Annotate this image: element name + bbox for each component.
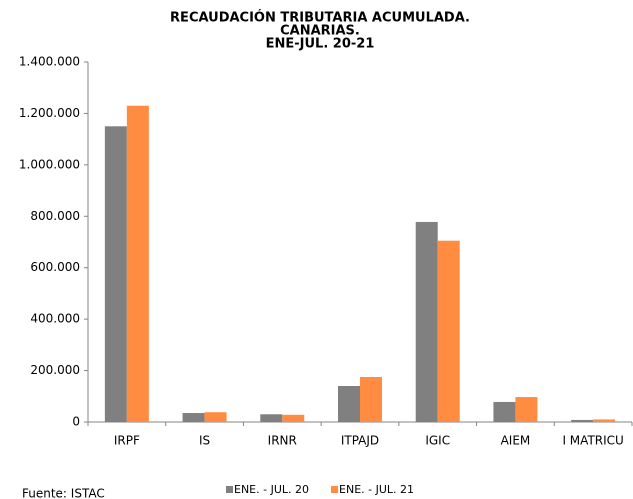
source: Fuente: ISTAC — [22, 487, 105, 499]
y-tick-label: 0 — [72, 415, 80, 429]
chart-title: CANARIAS. — [280, 24, 360, 39]
legend-label: ENE. - JUL. 20 — [234, 483, 309, 496]
y-tick-label: 800.000 — [30, 209, 80, 223]
y-tick-label: 400.000 — [30, 312, 80, 326]
y-tick-label: 1.400.000 — [19, 55, 80, 69]
bar — [338, 386, 360, 422]
y-tick-label: 600.000 — [30, 260, 80, 274]
bar — [182, 413, 205, 422]
legend-swatch — [226, 486, 233, 493]
bar — [360, 377, 382, 422]
bar — [415, 221, 438, 422]
bar — [204, 412, 227, 422]
x-tick-label: IGIC — [425, 434, 450, 448]
x-tick-label: I MATRICU — [562, 434, 623, 448]
x-tick-label: AIEM — [501, 434, 531, 448]
legend-label: ENE. - JUL. 21 — [339, 483, 414, 496]
y-tick-label: 1.000.000 — [19, 157, 80, 171]
legend-swatch — [331, 486, 339, 493]
bar — [260, 414, 283, 422]
chart-title: RECAUDACIÓN TRIBUTARIA ACUMULADA. — [170, 10, 470, 26]
bar — [515, 397, 538, 422]
bar — [126, 105, 149, 422]
x-tick-label: IS — [199, 434, 210, 448]
bar — [593, 419, 616, 422]
y-tick-label: 200.000 — [30, 363, 80, 377]
bar — [104, 126, 127, 423]
bar — [282, 414, 305, 422]
bar — [493, 401, 516, 422]
bar — [571, 419, 594, 422]
x-tick-label: ITPAJD — [341, 434, 379, 448]
bar — [437, 240, 460, 422]
x-tick-label: IRNR — [268, 434, 297, 448]
x-tick-label: IRPF — [114, 434, 140, 448]
y-tick-label: 1.200.000 — [19, 106, 80, 120]
chart-title: ENE-JUL. 20-21 — [266, 37, 375, 52]
